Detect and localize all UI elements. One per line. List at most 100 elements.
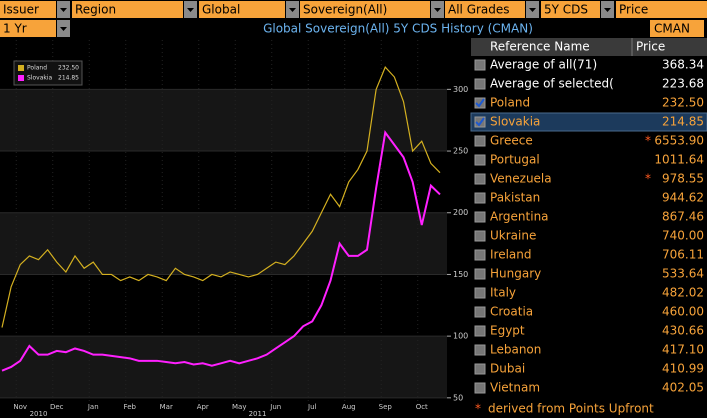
y-tick-label: 250 (453, 147, 468, 156)
legend-box (13, 60, 83, 86)
dropdown-arrow (60, 8, 67, 12)
grid-band (0, 212, 447, 275)
row-price: 410.99 (662, 362, 704, 376)
row-price: 978.55 (662, 172, 704, 186)
row-name[interactable]: Ukraine (490, 229, 536, 243)
checkbox[interactable] (474, 59, 486, 71)
period-label: 1 Yr (3, 22, 27, 36)
row-name[interactable]: Argentina (490, 210, 549, 224)
field-label: All Grades (448, 3, 510, 17)
checkmark (475, 98, 485, 108)
row-price: 368.34 (662, 58, 704, 72)
grid-band (0, 336, 447, 398)
checkbox[interactable] (474, 135, 486, 147)
row-price: 402.05 (662, 381, 704, 395)
period-box[interactable] (0, 20, 56, 37)
row-price: 460.00 (662, 305, 704, 319)
column-header: Reference Name (490, 40, 590, 54)
checkbox[interactable] (474, 268, 486, 280)
row-name[interactable]: Poland (490, 96, 530, 110)
legend-swatch (18, 65, 24, 71)
dropdown-arrow (187, 8, 194, 12)
checkbox[interactable] (474, 230, 486, 242)
series-line (1, 66, 441, 328)
field-box[interactable] (72, 1, 183, 18)
series-line (1, 130, 441, 372)
legend-swatch (18, 75, 24, 81)
y-tick-label: 150 (453, 270, 468, 279)
field-box[interactable] (199, 1, 285, 18)
row-name[interactable]: Ireland (490, 248, 532, 262)
row-name[interactable]: Croatia (490, 305, 533, 319)
field-label: Global (202, 3, 240, 17)
checkbox[interactable] (474, 344, 486, 356)
year-label: 2011 (249, 410, 267, 418)
derived-mark: * (645, 134, 651, 148)
legend-value: 232.50 (58, 65, 79, 72)
field-box[interactable] (0, 1, 56, 18)
y-tick-label: 50 (453, 393, 463, 402)
field-label: Sovereign(All) (303, 3, 387, 17)
checkbox[interactable] (474, 192, 486, 204)
footnote-mark: * (475, 402, 481, 416)
dropdown-arrow (604, 8, 611, 12)
y-tick-label: 300 (453, 85, 468, 94)
row-name[interactable]: Italy (490, 286, 516, 300)
field-box[interactable] (616, 1, 707, 18)
x-tick-label: Jul (307, 403, 317, 411)
checkmark (475, 117, 485, 127)
row-price: 944.62 (662, 191, 704, 205)
checkbox[interactable] (474, 325, 486, 337)
row-name[interactable]: Hungary (490, 267, 541, 281)
checkbox[interactable] (474, 287, 486, 299)
field-label: 5Y CDS (544, 3, 588, 17)
field-label: Region (75, 3, 116, 17)
x-tick-label: Oct (416, 403, 428, 411)
field-box[interactable] (300, 1, 430, 18)
checkbox[interactable] (474, 78, 486, 90)
row-price: 214.85 (662, 115, 704, 129)
x-tick-label: Dec (50, 403, 64, 411)
row-price: 417.10 (662, 343, 704, 357)
row-name[interactable]: Slovakia (490, 115, 540, 129)
row-name[interactable]: Dubai (490, 362, 525, 376)
dropdown-arrow (60, 27, 67, 31)
row-name[interactable]: Portugal (490, 153, 540, 167)
x-tick-label: Jan (87, 403, 99, 411)
row-name[interactable]: Pakistan (490, 191, 540, 205)
x-tick-label: Feb (124, 403, 137, 411)
checkbox[interactable] (474, 363, 486, 375)
row-price: 482.02 (662, 286, 704, 300)
column-header: Price (636, 40, 665, 54)
checkbox[interactable] (474, 306, 486, 318)
checkbox[interactable] (474, 382, 486, 394)
checkbox[interactable] (474, 154, 486, 166)
dropdown-arrow (434, 8, 441, 12)
checkbox[interactable] (474, 249, 486, 261)
x-tick-label: Sep (379, 403, 393, 411)
row-price: 740.00 (662, 229, 704, 243)
source-label: CMAN (654, 22, 690, 36)
row-name[interactable]: Vietnam (490, 381, 540, 395)
field-box[interactable] (445, 1, 525, 18)
x-tick-label: Aug (342, 403, 356, 411)
row-name[interactable]: Lebanon (490, 343, 541, 357)
row-name[interactable]: Egypt (490, 324, 525, 338)
row-name[interactable]: Venezuela (490, 172, 552, 186)
row-name[interactable]: Average of all(71) (490, 58, 597, 72)
legend-value: 214.85 (58, 75, 79, 82)
field-box[interactable] (541, 1, 600, 18)
row-highlight (470, 112, 707, 132)
y-tick-label: 200 (453, 208, 468, 217)
row-name[interactable]: Greece (490, 134, 533, 148)
row-price: 430.66 (662, 324, 704, 338)
row-price: 223.68 (662, 77, 704, 91)
checkbox[interactable] (474, 211, 486, 223)
row-price: 1011.64 (654, 153, 704, 167)
field-label: Issuer (3, 3, 39, 17)
row-name[interactable]: Average of selected( (490, 77, 614, 91)
checkbox[interactable] (474, 173, 486, 185)
derived-mark: * (645, 172, 651, 186)
y-tick-label: 100 (453, 332, 468, 341)
